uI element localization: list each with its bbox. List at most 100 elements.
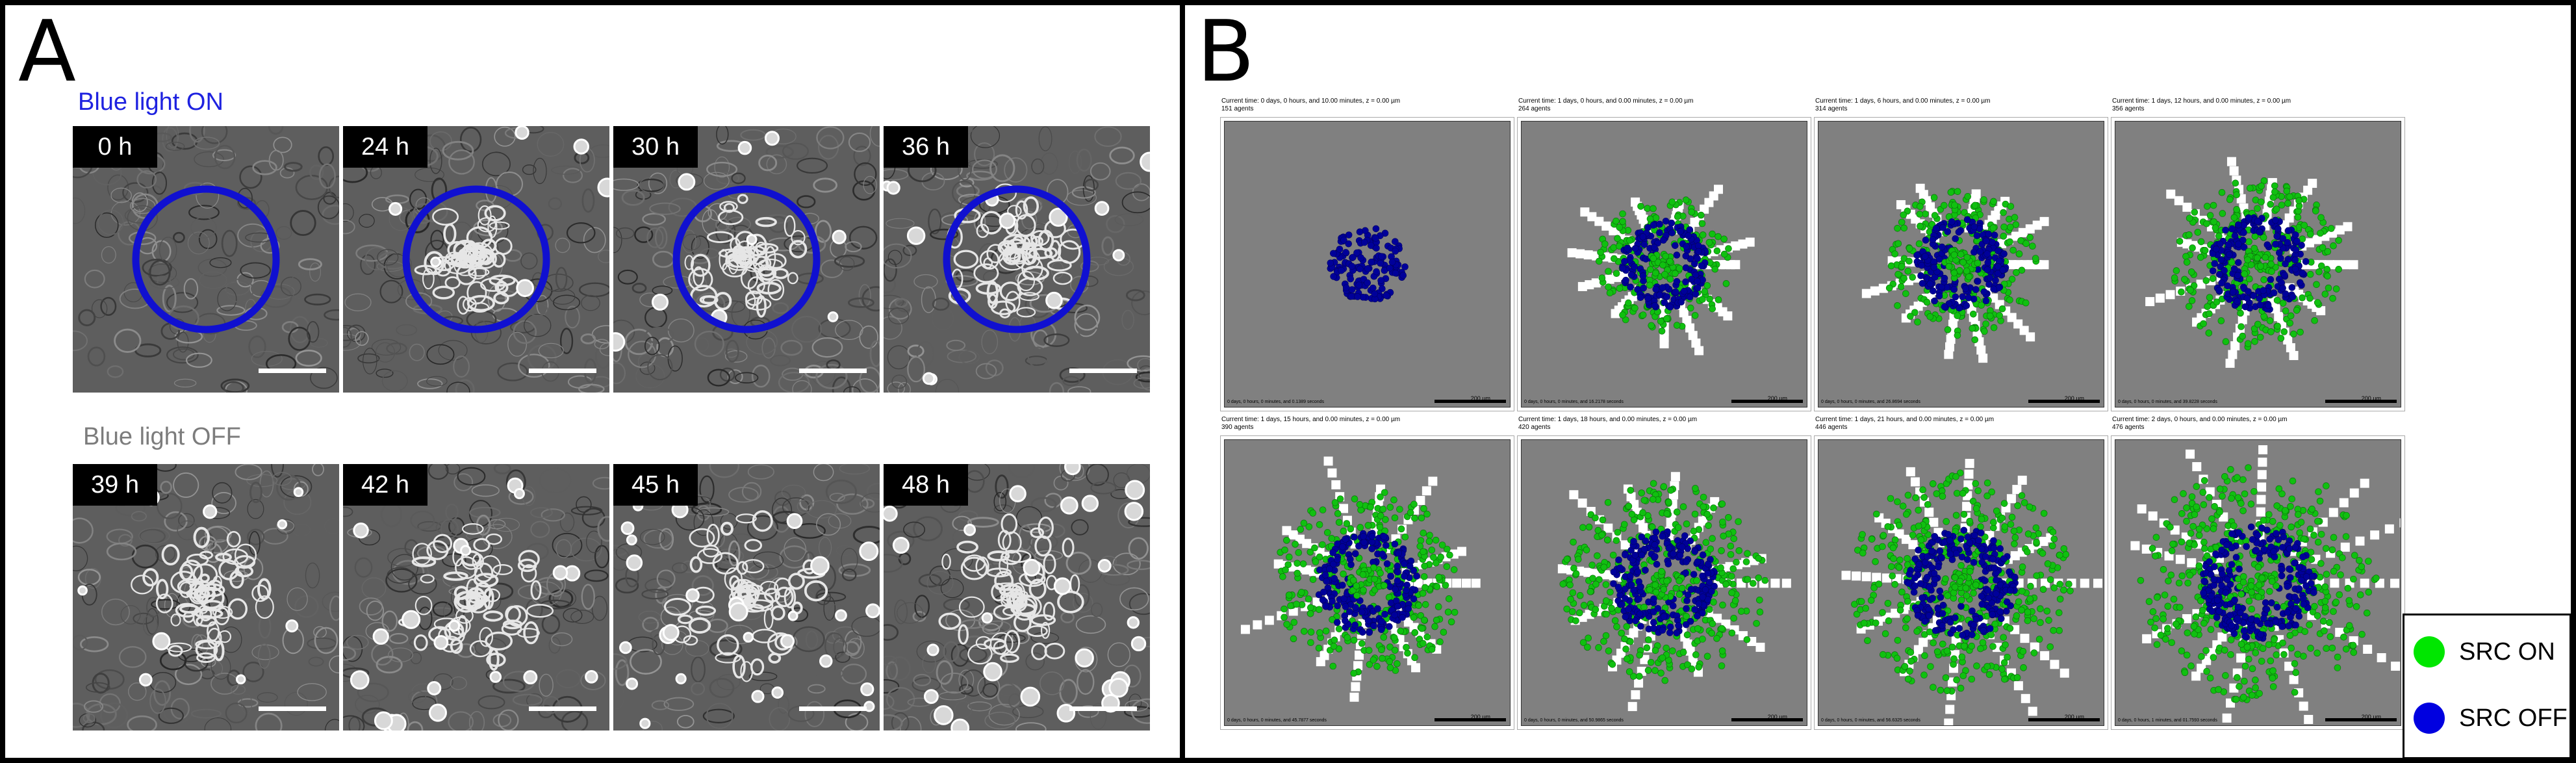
sim-agent-count: 314 agents bbox=[1815, 105, 1848, 112]
sim-field: 0 days, 0 hours, 0 minutes, and 0.1389 s… bbox=[1224, 121, 1511, 407]
micrograph-image bbox=[884, 464, 1150, 731]
panel-a: A Blue light ON Blue light OFF 0 h 24 h … bbox=[0, 0, 1185, 763]
micrograph-image bbox=[343, 464, 609, 731]
sim-frame-8: Current time: 2 days, 0 hours, and 0.00 … bbox=[2111, 416, 2405, 730]
time-badge: 30 h bbox=[613, 126, 698, 168]
scale-bar bbox=[1069, 706, 1137, 711]
sim-footer: 0 days, 0 hours, 0 minutes, and 0.1389 s… bbox=[1227, 400, 1325, 404]
sim-cells bbox=[1567, 185, 1755, 356]
sim-footer: 0 days, 0 hours, 0 minutes, and 56.6325 … bbox=[1821, 718, 1920, 723]
src-on-swatch bbox=[2414, 636, 2445, 667]
sim-agent-count: 390 agents bbox=[1221, 424, 1254, 431]
sim-field: 0 days, 0 hours, 0 minutes, and 16.2178 … bbox=[1521, 121, 1807, 407]
sim-cells bbox=[1841, 459, 2103, 725]
sim-header: Current time: 0 days, 0 hours, and 10.00… bbox=[1221, 97, 1400, 113]
sim-cells bbox=[2145, 157, 2358, 368]
sim-frame-6: Current time: 1 days, 18 hours, and 0.00… bbox=[1517, 416, 1811, 730]
panel-b-letter: B bbox=[1197, 2, 1255, 101]
sim-footer: 0 days, 0 hours, 0 minutes, and 26.8694 … bbox=[1821, 400, 1920, 404]
sim-scale-label: 200 µm bbox=[2361, 714, 2381, 720]
sim-time: Current time: 1 days, 6 hours, and 0.00 … bbox=[1815, 97, 1991, 105]
scale-bar bbox=[529, 706, 596, 711]
sim-scale-label: 200 µm bbox=[1767, 395, 1787, 402]
light-spot-ring bbox=[943, 185, 1091, 333]
micrograph-on-3: 30 h bbox=[613, 126, 880, 393]
sim-header: Current time: 1 days, 0 hours, and 0.00 … bbox=[1518, 97, 1694, 113]
time-badge: 24 h bbox=[343, 126, 427, 168]
sim-agent-count: 446 agents bbox=[1815, 424, 1848, 431]
micrograph-image bbox=[613, 126, 880, 393]
sim-agent-count: 151 agents bbox=[1221, 105, 1254, 112]
scale-bar bbox=[529, 369, 596, 373]
src-off-swatch bbox=[2414, 703, 2445, 734]
micrograph-off-3: 45 h bbox=[613, 464, 880, 731]
sim-scale-bar bbox=[2325, 400, 2397, 403]
sim-scale-bar bbox=[2028, 400, 2100, 403]
sim-agent-count: 356 agents bbox=[2112, 105, 2145, 112]
panel-a-letter: A bbox=[18, 2, 76, 101]
micrograph-image bbox=[884, 126, 1150, 393]
time-badge: 36 h bbox=[884, 126, 968, 168]
sim-time: Current time: 1 days, 21 hours, and 0.00… bbox=[1815, 416, 1995, 423]
sim-header: Current time: 1 days, 6 hours, and 0.00 … bbox=[1815, 97, 1991, 113]
sim-agent-count: 264 agents bbox=[1518, 105, 1551, 112]
sim-footer: 0 days, 0 hours, 0 minutes, and 50.9865 … bbox=[1524, 718, 1624, 723]
sim-header: Current time: 2 days, 0 hours, and 0.00 … bbox=[2112, 416, 2288, 432]
micrograph-on-2: 24 h bbox=[343, 126, 609, 393]
micrograph-off-4: 48 h bbox=[884, 464, 1150, 731]
time-badge: 39 h bbox=[73, 464, 157, 506]
micrograph-image bbox=[343, 126, 609, 393]
sim-field: 0 days, 0 hours, 0 minutes, and 56.6325 … bbox=[1818, 439, 2104, 726]
micrograph-on-1: 0 h bbox=[73, 126, 339, 393]
sim-time: Current time: 1 days, 12 hours, and 0.00… bbox=[2112, 97, 2291, 105]
sim-scale-label: 200 µm bbox=[1470, 714, 1490, 720]
micrograph-off-2: 42 h bbox=[343, 464, 609, 731]
sim-field: 0 days, 0 hours, 0 minutes, and 45.7877 … bbox=[1224, 439, 1511, 726]
scale-bar bbox=[259, 369, 326, 373]
sim-time: Current time: 2 days, 0 hours, and 0.00 … bbox=[2112, 416, 2288, 423]
legend-label-src-off: SRC OFF bbox=[2459, 704, 2568, 732]
sim-frame-1: Current time: 0 days, 0 hours, and 10.00… bbox=[1220, 97, 1514, 411]
sim-scale-bar bbox=[1731, 400, 1803, 403]
sim-footer: 0 days, 0 hours, 0 minutes, and 16.2178 … bbox=[1524, 400, 1624, 404]
sim-scale-label: 200 µm bbox=[1767, 714, 1787, 720]
panel-b: B Current time: 0 days, 0 hours, and 10.… bbox=[1180, 0, 2576, 763]
scale-bar bbox=[799, 706, 867, 711]
sim-frame-3: Current time: 1 days, 6 hours, and 0.00 … bbox=[1814, 97, 2108, 411]
sim-scale-bar bbox=[1435, 718, 1506, 721]
sim-footer: 0 days, 0 hours, 0 minutes, and 39.8228 … bbox=[2118, 400, 2217, 404]
sim-time: Current time: 1 days, 0 hours, and 0.00 … bbox=[1518, 97, 1694, 105]
sim-time: Current time: 0 days, 0 hours, and 10.00… bbox=[1221, 97, 1401, 105]
sim-header: Current time: 1 days, 12 hours, and 0.00… bbox=[2112, 97, 2291, 113]
micrograph-on-4: 36 h bbox=[884, 126, 1150, 393]
sim-scale-bar bbox=[1435, 400, 1506, 403]
legend-item-src-off: SRC OFF bbox=[2414, 699, 2568, 738]
time-badge: 0 h bbox=[73, 126, 157, 168]
blue-light-off-label: Blue light OFF bbox=[83, 423, 241, 450]
sim-header: Current time: 1 days, 18 hours, and 0.00… bbox=[1518, 416, 1697, 432]
micrograph-image bbox=[613, 464, 880, 731]
sim-scale-bar bbox=[2325, 718, 2397, 721]
scale-bar bbox=[1069, 369, 1137, 373]
micrograph-off-1: 39 h bbox=[73, 464, 339, 731]
time-badge: 48 h bbox=[884, 464, 968, 506]
sim-field: 0 days, 0 hours, 1 minutes, and 01.7593 … bbox=[2115, 439, 2401, 726]
sim-footer: 0 days, 0 hours, 0 minutes, and 45.7877 … bbox=[1227, 718, 1327, 723]
sim-time: Current time: 1 days, 15 hours, and 0.00… bbox=[1221, 416, 1401, 423]
sim-scale-label: 200 µm bbox=[2064, 395, 2084, 402]
time-badge: 42 h bbox=[343, 464, 427, 506]
legend-item-src-on: SRC ON bbox=[2414, 632, 2555, 671]
sim-footer: 0 days, 0 hours, 1 minutes, and 01.7593 … bbox=[2118, 718, 2217, 723]
sim-scale-label: 200 µm bbox=[1470, 395, 1490, 402]
legend-box: SRC ON SRC OFF bbox=[2403, 614, 2571, 759]
time-badge: 45 h bbox=[613, 464, 698, 506]
sim-scale-label: 200 µm bbox=[2064, 714, 2084, 720]
sim-cells bbox=[1327, 225, 1409, 303]
micrograph-image bbox=[73, 126, 339, 393]
sim-frame-7: Current time: 1 days, 21 hours, and 0.00… bbox=[1814, 416, 2108, 730]
sim-frame-4: Current time: 1 days, 12 hours, and 0.00… bbox=[2111, 97, 2405, 411]
legend-label-src-on: SRC ON bbox=[2459, 638, 2555, 666]
sim-agent-count: 420 agents bbox=[1518, 424, 1551, 431]
sim-scale-bar bbox=[1731, 718, 1803, 721]
sim-field: 0 days, 0 hours, 0 minutes, and 26.8694 … bbox=[1818, 121, 2104, 407]
